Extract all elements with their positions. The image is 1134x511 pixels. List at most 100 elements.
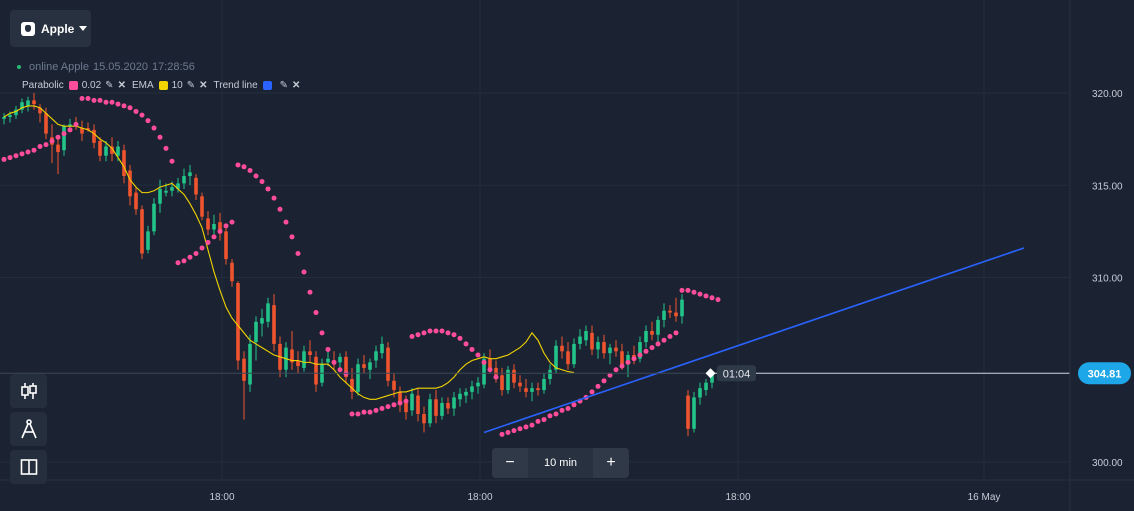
candle-body [224, 231, 228, 260]
candle-down [98, 137, 102, 162]
sar-dot [109, 99, 115, 105]
candle-up [638, 336, 642, 363]
sar-dot [193, 251, 199, 257]
candle-up [14, 105, 18, 119]
edit-parabolic-pencil-icon[interactable]: ✎ [105, 80, 114, 91]
candle-body [362, 364, 366, 368]
candle-body [458, 393, 462, 400]
ema-color-swatch[interactable] [158, 81, 168, 90]
candle-down [140, 205, 144, 260]
y-tick-label: 315.00 [1092, 181, 1123, 192]
sar-dot [487, 367, 493, 373]
drawing-tools-button[interactable] [10, 412, 47, 446]
indicator-legend: Parabolic 0.02 ✎ ✕ EMA 10 ✎ ✕ Trend line… [22, 80, 300, 91]
candle-down [446, 397, 450, 415]
layout-button[interactable] [10, 450, 47, 484]
candle-body [2, 116, 6, 119]
edit-ema-pencil-icon[interactable]: ✎ [186, 80, 196, 91]
timeframe-control: − 10 min + [492, 448, 629, 478]
asset-name: Apple [41, 21, 75, 36]
candle-down [416, 388, 420, 422]
candle-body [188, 172, 192, 177]
trendline-color-swatch[interactable] [262, 81, 272, 90]
candle-body [254, 321, 258, 343]
chart-type-button[interactable] [10, 374, 47, 408]
parabolic-color-swatch[interactable] [68, 81, 78, 90]
candle-body [464, 391, 468, 396]
x-tick-label: 18:00 [209, 492, 234, 503]
candle-up [26, 96, 30, 112]
sar-dot [19, 151, 25, 157]
candle-down [386, 342, 390, 387]
sar-dot [661, 337, 667, 343]
candle-body [302, 351, 306, 368]
indicator-ema-label: EMA [131, 80, 154, 91]
candle-body [338, 356, 342, 363]
sar-dot [397, 400, 403, 406]
candle-body [296, 360, 300, 367]
candle-down [230, 259, 234, 287]
candle-down [314, 351, 318, 392]
remove-ema-close-icon[interactable]: ✕ [199, 80, 208, 91]
candle-down [422, 406, 426, 433]
candle-body [386, 347, 390, 381]
timeframe-increase-button[interactable]: + [593, 448, 629, 478]
candle-down [38, 104, 42, 123]
sar-dot [169, 158, 175, 164]
candle-up [212, 214, 216, 237]
trend-line[interactable] [483, 247, 1025, 434]
sar-dot [595, 383, 601, 389]
candle-up [260, 308, 264, 337]
candle-up [608, 343, 612, 365]
candle-body [206, 218, 210, 230]
sar-dot [289, 234, 295, 240]
sar-dot [625, 359, 631, 365]
sar-dot [523, 424, 529, 430]
candle-down [134, 187, 138, 215]
candle-up [548, 364, 552, 385]
candle-body [590, 332, 594, 350]
sar-dot [673, 330, 679, 336]
x-tick-label: 18:00 [725, 492, 750, 503]
sar-dot [463, 341, 469, 347]
edit-trendline-pencil-icon[interactable]: ✎ [279, 80, 289, 91]
candle-body [326, 358, 330, 363]
candle-body [482, 358, 486, 385]
sar-dot [151, 125, 157, 131]
remove-trendline-close-icon[interactable]: ✕ [292, 80, 301, 91]
timeframe-decrease-button[interactable]: − [492, 448, 528, 478]
candle-body [344, 356, 348, 378]
asset-selector-button[interactable]: Apple [10, 10, 91, 47]
candle-body [212, 223, 216, 230]
sar-dot [445, 330, 451, 336]
candle-body [116, 146, 120, 156]
candle-body [242, 358, 246, 381]
sar-dot [217, 228, 223, 234]
sar-dot [391, 402, 397, 408]
candle-body [194, 177, 198, 195]
candle-down [200, 192, 204, 221]
candle-body [416, 395, 420, 415]
candle-body [20, 102, 24, 110]
candle-body [176, 183, 180, 189]
candle-body [182, 176, 186, 184]
sar-dot [127, 105, 133, 111]
candle-up [374, 345, 378, 368]
candle-body [566, 351, 570, 365]
sar-dot [655, 341, 661, 347]
candle-body [560, 345, 564, 352]
candle-down [590, 325, 594, 355]
candle-up [584, 325, 588, 346]
timeframe-label[interactable]: 10 min [543, 457, 578, 469]
candle-body [452, 397, 456, 409]
candle-body [38, 107, 42, 114]
sar-dot [511, 428, 517, 434]
sar-dot [235, 162, 241, 168]
candle-down [686, 390, 690, 437]
candle-body [644, 331, 648, 343]
candle-body [158, 188, 162, 204]
candle-down [632, 345, 636, 365]
candle-up [476, 377, 480, 394]
remove-parabolic-close-icon[interactable]: ✕ [117, 80, 126, 91]
